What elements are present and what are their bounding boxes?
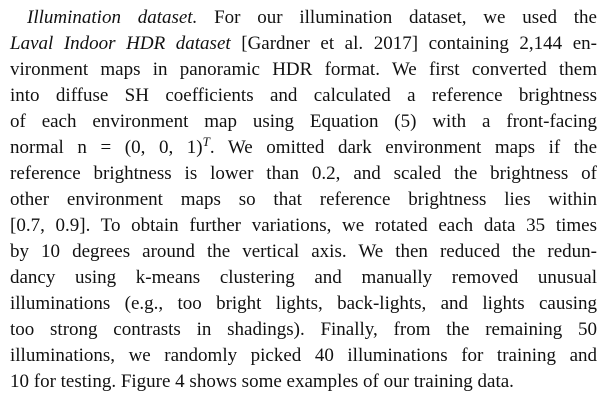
paragraph-heading: Illumination dataset. <box>27 7 198 28</box>
text-fragment: [Gardner et al. 2017] containing 2,144 e… <box>241 33 597 54</box>
text-line-1: Illumination dataset. For our illuminati… <box>10 5 597 31</box>
text-line-9: [0.7, 0.9]. To obtain further variations… <box>10 213 597 239</box>
text-fragment: dancy using k-means clustering and manua… <box>10 267 597 288</box>
text-fragment: . We omitted dark environment maps if th… <box>209 137 598 158</box>
text-line-11: dancy using k-means clustering and manua… <box>10 265 597 291</box>
text-line-8: other environment maps so that reference… <box>10 187 597 213</box>
math-normal-vector: normal n = (0, 0, 1) <box>10 137 203 158</box>
text-fragment: by 10 degrees around the vertical axis. … <box>10 241 597 262</box>
text-fragment: illuminations (e.g., too bright lights, … <box>10 293 597 314</box>
text-fragment: of each environment map using Equation (… <box>10 111 597 132</box>
text-line-6: normal n = (0, 0, 1)T. We omitted dark e… <box>10 135 597 161</box>
text-fragment: For our illumination dataset, we used th… <box>214 7 597 28</box>
text-fragment: into diffuse SH coefficients and calcula… <box>10 85 597 106</box>
text-fragment: illuminations, we randomly picked 40 ill… <box>10 345 597 366</box>
text-fragment: too strong contrasts in shadings). Final… <box>10 319 597 340</box>
text-line-13: too strong contrasts in shadings). Final… <box>10 317 597 343</box>
text-fragment: [0.7, 0.9]. To obtain further variations… <box>10 215 597 236</box>
text-fragment: reference brightness is lower than 0.2, … <box>10 163 597 184</box>
text-line-12: illuminations (e.g., too bright lights, … <box>10 291 597 317</box>
text-fragment: other environment maps so that reference… <box>10 189 597 210</box>
illumination-dataset-paragraph: Illumination dataset. For our illuminati… <box>10 5 597 395</box>
text-line-14: illuminations, we randomly picked 40 ill… <box>10 343 597 369</box>
dataset-name: Laval Indoor HDR dataset <box>10 33 231 54</box>
text-line-10: by 10 degrees around the vertical axis. … <box>10 239 597 265</box>
text-line-2: Laval Indoor HDR dataset [Gardner et al.… <box>10 31 597 57</box>
text-line-7: reference brightness is lower than 0.2, … <box>10 161 597 187</box>
math-transpose-superscript: T <box>202 134 210 149</box>
text-line-5: of each environment map using Equation (… <box>10 109 597 135</box>
text-fragment: vironment maps in panoramic HDR format. … <box>10 59 597 80</box>
text-line-4: into diffuse SH coefficients and calcula… <box>10 83 597 109</box>
text-line-15: 10 for testing. Figure 4 shows some exam… <box>10 369 597 395</box>
text-fragment: 10 for testing. Figure 4 shows some exam… <box>10 371 514 392</box>
text-line-3: vironment maps in panoramic HDR format. … <box>10 57 597 83</box>
